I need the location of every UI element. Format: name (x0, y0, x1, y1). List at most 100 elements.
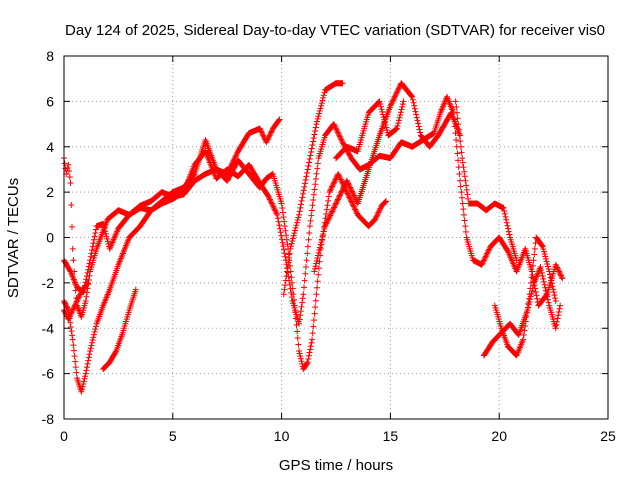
data-point (456, 132, 463, 139)
data-point (277, 229, 284, 236)
data-point (538, 266, 545, 273)
y-tick-label: -4 (42, 320, 55, 336)
data-point (84, 289, 91, 296)
data-point (543, 290, 550, 297)
data-point (87, 345, 94, 352)
data-point (313, 257, 320, 264)
data-point (291, 230, 298, 237)
data-point (303, 257, 310, 264)
data-point (316, 110, 323, 117)
data-point (284, 269, 291, 276)
data-point (66, 314, 73, 321)
data-point (343, 177, 350, 184)
data-point (293, 222, 300, 229)
data-point (279, 205, 286, 212)
data-point (72, 301, 79, 308)
data-point (457, 183, 464, 190)
data-point (502, 213, 509, 220)
data-point (413, 111, 420, 118)
data-point (332, 176, 339, 183)
data-point (294, 334, 301, 341)
data-point (554, 264, 561, 271)
data-point (274, 215, 281, 222)
data-point (297, 308, 304, 315)
data-point (486, 246, 493, 253)
data-point (310, 138, 317, 145)
data-point (304, 243, 311, 250)
data-point (483, 251, 490, 258)
data-point (377, 103, 384, 110)
data-point (338, 188, 345, 195)
data-point (306, 159, 313, 166)
data-point (87, 347, 94, 354)
data-point (68, 223, 75, 230)
data-point (314, 118, 321, 125)
data-point (266, 195, 273, 202)
data-point (272, 209, 279, 216)
data-point (224, 170, 231, 177)
data-point (268, 128, 275, 135)
data-point (416, 126, 423, 133)
data-point (520, 336, 527, 343)
data-point (295, 214, 302, 221)
data-point (556, 305, 563, 312)
data-point (393, 126, 400, 133)
data-point (308, 212, 315, 219)
data-point (77, 291, 84, 298)
data-point (347, 195, 354, 202)
data-point (85, 354, 92, 361)
data-point (73, 298, 80, 305)
data-point (298, 303, 305, 310)
data-point (338, 136, 345, 143)
data-point (383, 198, 390, 205)
data-point (482, 253, 489, 260)
data-point (297, 204, 304, 211)
data-point (411, 102, 418, 109)
data-point (71, 303, 78, 310)
data-point (400, 98, 407, 105)
satellite-track-8 (452, 98, 520, 264)
data-point (556, 269, 563, 276)
data-point (503, 216, 510, 223)
data-point (296, 208, 303, 215)
data-point (339, 187, 346, 194)
data-point (257, 126, 264, 133)
data-point (453, 104, 460, 111)
data-point (394, 122, 401, 129)
data-point (352, 206, 359, 213)
data-point (84, 280, 91, 287)
data-point (315, 265, 322, 272)
data-point (91, 236, 98, 243)
data-point (340, 184, 347, 191)
data-point (337, 176, 344, 183)
data-point (70, 305, 77, 312)
y-tick-label: -8 (42, 411, 55, 427)
data-point (331, 122, 338, 129)
data-point (89, 246, 96, 253)
data-point (296, 211, 303, 218)
data-point (87, 257, 94, 264)
data-point (295, 341, 302, 348)
x-axis-label: GPS time / hours (279, 457, 393, 474)
data-point (525, 300, 532, 307)
data-point (86, 260, 93, 267)
data-point (278, 200, 285, 207)
data-point (527, 279, 534, 286)
data-point (372, 216, 379, 223)
data-point (70, 257, 77, 264)
data-point (83, 293, 90, 300)
data-point (266, 132, 273, 139)
satellite-track-1 (61, 155, 390, 373)
data-point (320, 231, 327, 238)
data-point (85, 276, 92, 283)
data-point (329, 182, 336, 189)
data-point (350, 192, 357, 199)
data-point (552, 295, 559, 302)
data-point (304, 360, 311, 367)
data-point (310, 317, 317, 324)
data-point (344, 179, 351, 186)
x-tick-label: 25 (600, 428, 616, 444)
data-point (314, 284, 321, 291)
data-point (398, 106, 405, 113)
data-point (332, 201, 339, 208)
